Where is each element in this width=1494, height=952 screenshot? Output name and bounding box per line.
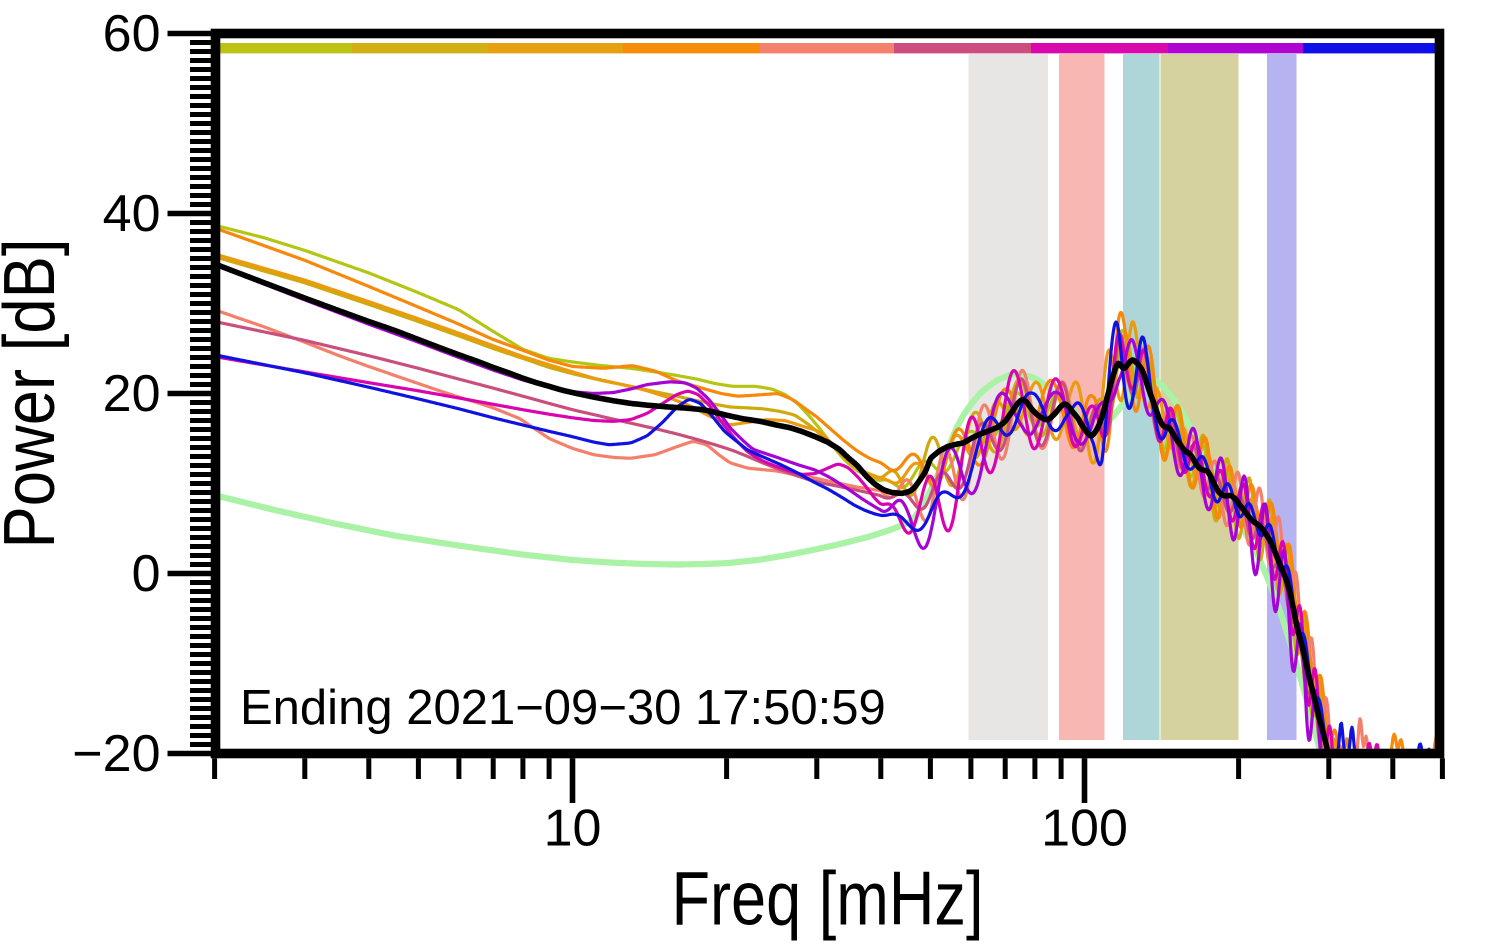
svg-text:10: 10 [544,800,602,858]
svg-text:Freq [mHz]: Freq [mHz] [672,857,984,942]
svg-text:Power [dB]: Power [dB] [0,239,70,549]
svg-text:60: 60 [103,5,161,63]
svg-text:20: 20 [103,365,161,423]
svg-text:Ending 2021−09−30 17:50:59: Ending 2021−09−30 17:50:59 [240,681,886,735]
svg-text:100: 100 [1041,800,1128,858]
svg-text:−20: −20 [72,725,160,783]
svg-text:40: 40 [103,185,161,243]
svg-text:0: 0 [132,545,161,603]
